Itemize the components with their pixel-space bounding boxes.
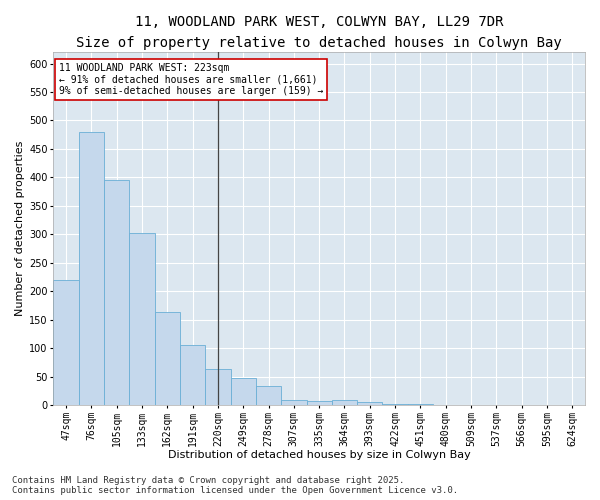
- Bar: [307, 401, 332, 405]
- Title: 11, WOODLAND PARK WEST, COLWYN BAY, LL29 7DR
Size of property relative to detach: 11, WOODLAND PARK WEST, COLWYN BAY, LL29…: [76, 15, 562, 50]
- Bar: [79, 132, 104, 405]
- Y-axis label: Number of detached properties: Number of detached properties: [15, 141, 25, 316]
- Bar: [53, 280, 79, 405]
- Bar: [230, 378, 256, 405]
- Text: 11 WOODLAND PARK WEST: 223sqm
← 91% of detached houses are smaller (1,661)
9% of: 11 WOODLAND PARK WEST: 223sqm ← 91% of d…: [59, 62, 323, 96]
- Bar: [256, 386, 281, 405]
- Bar: [332, 400, 357, 405]
- Bar: [155, 312, 180, 405]
- Bar: [357, 402, 382, 405]
- X-axis label: Distribution of detached houses by size in Colwyn Bay: Distribution of detached houses by size …: [168, 450, 470, 460]
- Bar: [382, 404, 408, 405]
- Bar: [408, 404, 433, 405]
- Bar: [281, 400, 307, 405]
- Bar: [104, 180, 129, 405]
- Bar: [180, 346, 205, 405]
- Bar: [129, 233, 155, 405]
- Bar: [205, 369, 230, 405]
- Text: Contains HM Land Registry data © Crown copyright and database right 2025.
Contai: Contains HM Land Registry data © Crown c…: [12, 476, 458, 495]
